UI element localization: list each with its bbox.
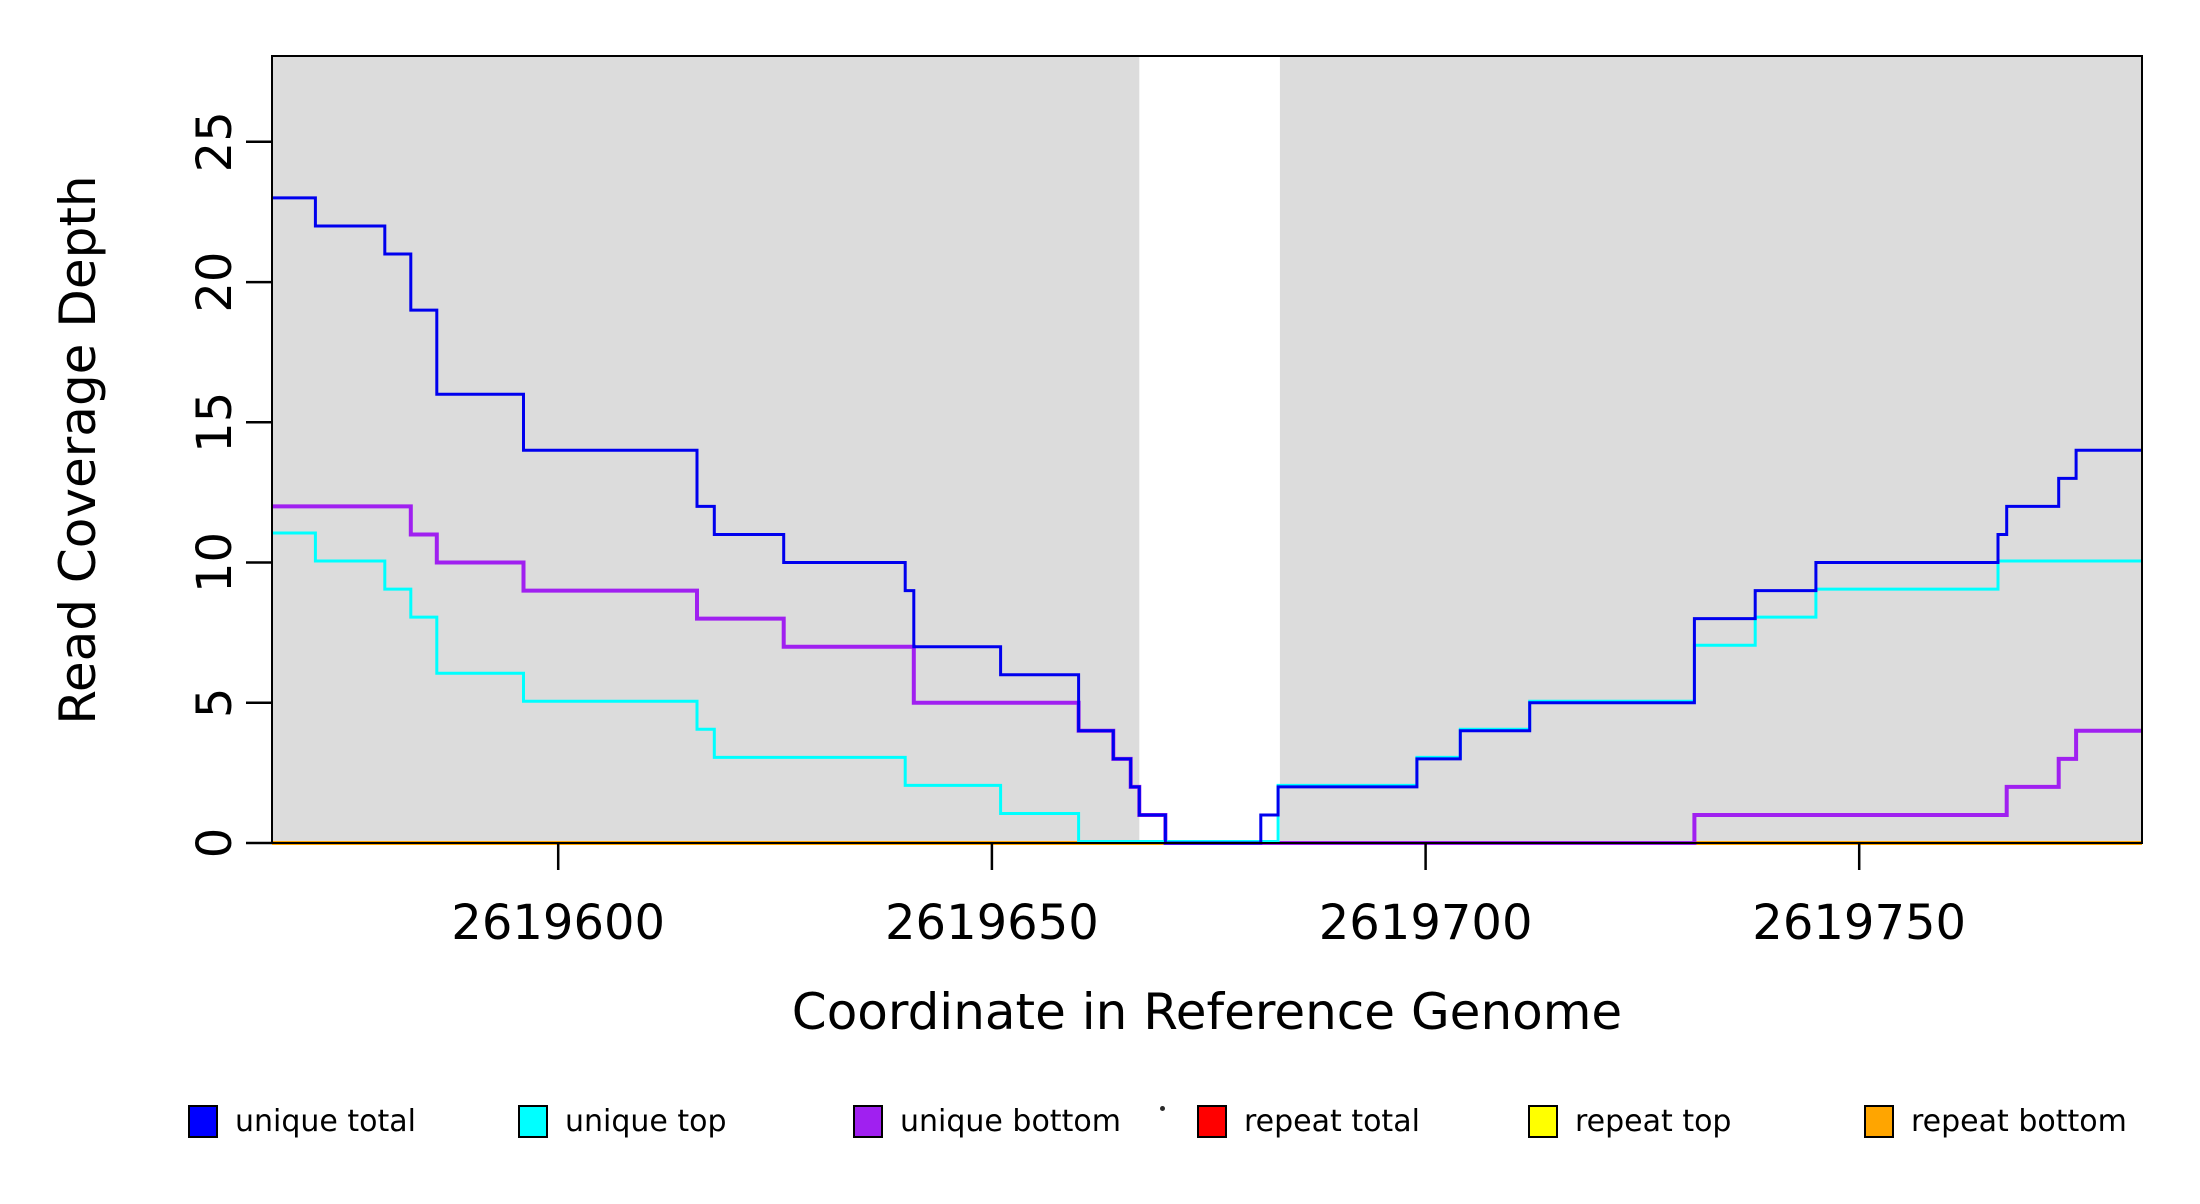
y-tick-label: 10	[187, 532, 243, 593]
x-tick-label: 2619650	[885, 895, 1099, 951]
stray-dot	[1160, 1106, 1165, 1111]
x-tick-label: 2619750	[1752, 895, 1966, 951]
x-tick-label: 2619600	[451, 895, 665, 951]
plot-box	[271, 55, 2143, 844]
shaded-region	[1279, 56, 2142, 843]
y-tick-label: 20	[187, 252, 243, 313]
series-line-unique-total	[272, 196, 2142, 845]
y-axis-title: Read Coverage Depth	[49, 175, 107, 724]
y-tick-label: 0	[187, 828, 243, 859]
y-tick-label: 5	[187, 688, 243, 719]
tick-labels-group: 2619600 2619650 2619700 2619750 0 5 10 15 20 25	[187, 111, 1966, 951]
y-tick-label: 25	[187, 111, 243, 172]
shaded-regions-group	[272, 56, 2142, 843]
y-tick-label: 15	[187, 392, 243, 453]
shaded-region	[272, 56, 1140, 843]
series-line-unique-top	[272, 531, 2142, 843]
x-tick-label: 2619700	[1319, 895, 1533, 951]
axes-group	[246, 55, 2143, 870]
x-axis-title: Coordinate in Reference Genome	[792, 983, 1622, 1041]
